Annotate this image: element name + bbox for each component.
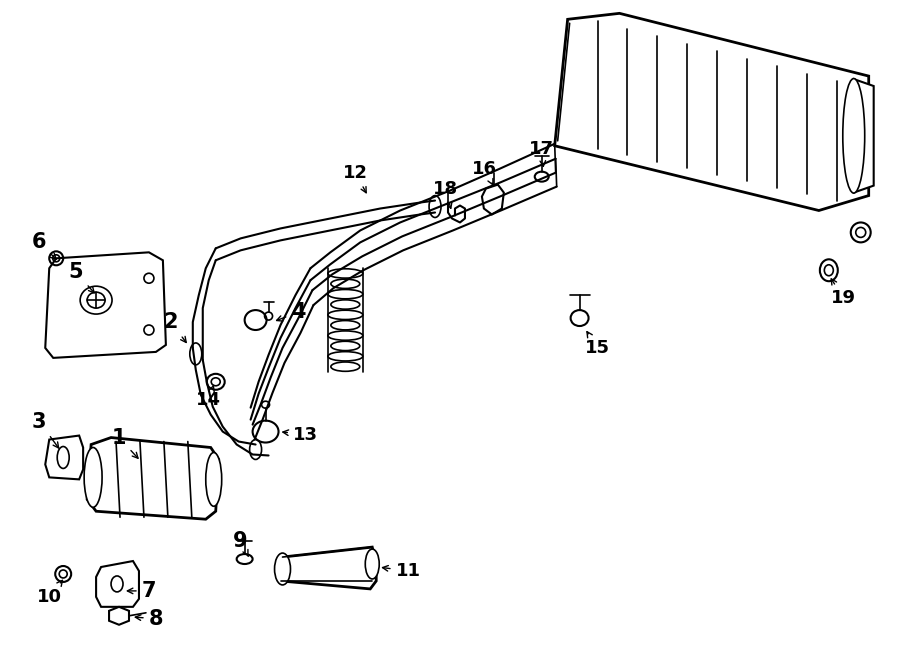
Ellipse shape [331, 300, 360, 309]
Polygon shape [45, 252, 166, 358]
Ellipse shape [206, 453, 221, 506]
Polygon shape [87, 438, 219, 519]
Ellipse shape [331, 279, 360, 289]
Text: 8: 8 [135, 609, 163, 629]
Text: 10: 10 [37, 581, 62, 606]
Polygon shape [45, 436, 83, 479]
Text: 3: 3 [32, 412, 58, 448]
Polygon shape [96, 561, 139, 607]
Ellipse shape [328, 310, 363, 320]
Ellipse shape [842, 79, 865, 193]
Text: 18: 18 [433, 179, 457, 209]
Ellipse shape [274, 553, 291, 585]
Text: 19: 19 [832, 279, 856, 307]
Polygon shape [482, 185, 504, 214]
Ellipse shape [331, 342, 360, 351]
Text: 1: 1 [112, 428, 138, 458]
Ellipse shape [820, 260, 838, 281]
Ellipse shape [328, 269, 363, 278]
Text: 16: 16 [472, 160, 498, 185]
Ellipse shape [84, 448, 102, 507]
Ellipse shape [331, 362, 360, 371]
Polygon shape [278, 547, 376, 589]
Text: 14: 14 [196, 385, 221, 408]
Text: 9: 9 [233, 531, 248, 557]
Polygon shape [554, 13, 868, 211]
Text: 13: 13 [283, 426, 318, 444]
Ellipse shape [328, 352, 363, 361]
Text: 6: 6 [32, 232, 56, 260]
Ellipse shape [331, 320, 360, 330]
Polygon shape [109, 607, 129, 625]
Text: 5: 5 [68, 262, 94, 293]
Text: 17: 17 [529, 140, 554, 166]
Text: 12: 12 [343, 164, 368, 193]
Text: 7: 7 [127, 581, 157, 601]
Ellipse shape [328, 331, 363, 340]
Text: 4: 4 [276, 302, 306, 322]
Text: 15: 15 [585, 332, 610, 357]
Ellipse shape [328, 289, 363, 299]
Text: 11: 11 [382, 562, 420, 580]
Text: 2: 2 [164, 312, 186, 342]
Ellipse shape [365, 549, 379, 579]
Polygon shape [844, 79, 874, 193]
